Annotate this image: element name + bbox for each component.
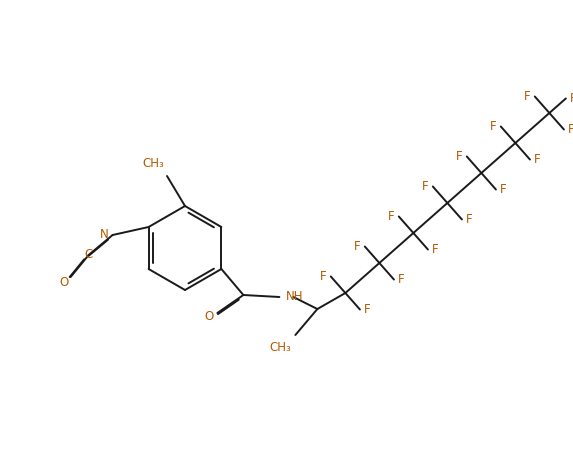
Text: F: F [524,90,531,103]
Text: C: C [84,249,93,262]
Text: CH₃: CH₃ [142,157,164,170]
Text: O: O [204,311,213,324]
Text: F: F [422,180,429,193]
Text: N: N [100,229,109,242]
Text: F: F [570,92,573,105]
Text: F: F [568,123,573,136]
Text: O: O [60,276,69,289]
Text: CH₃: CH₃ [270,341,292,354]
Text: F: F [534,153,540,166]
Text: F: F [354,240,361,253]
Text: F: F [500,183,507,196]
Text: F: F [398,273,405,286]
Text: F: F [320,270,327,283]
Text: F: F [388,210,395,223]
Text: F: F [456,150,463,163]
Text: NH: NH [286,290,304,304]
Text: F: F [432,243,438,256]
Text: F: F [364,303,371,316]
Text: F: F [466,213,473,226]
Text: F: F [490,120,497,133]
